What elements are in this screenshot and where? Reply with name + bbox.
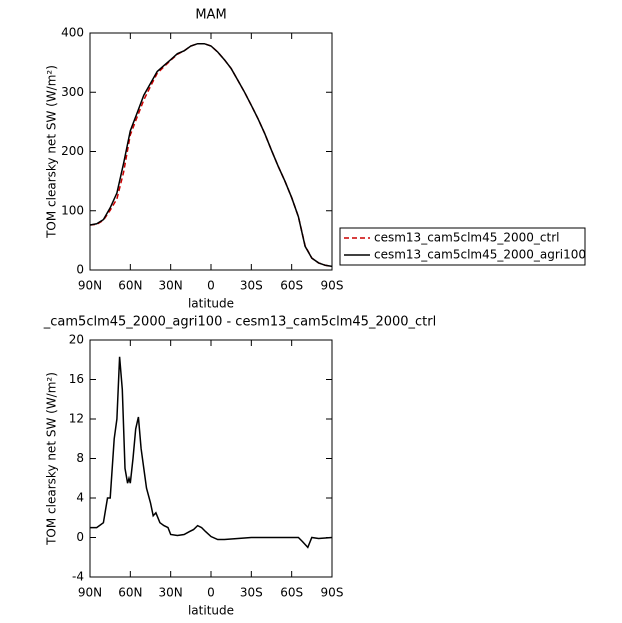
y-tick-label: 100 (61, 203, 84, 217)
x-tick-label: 30S (240, 279, 263, 293)
x-tick-label: 60N (118, 279, 142, 293)
plot-frame (89, 32, 333, 271)
x-axis-label: latitude (188, 297, 234, 311)
y-tick-label: 4 (76, 491, 84, 505)
y-tick-label: 0 (76, 263, 84, 277)
series-line (89, 42, 333, 268)
y-tick-label: -4 (72, 570, 84, 584)
chart-title: MAM (195, 8, 226, 23)
y-tick-label: 200 (61, 144, 84, 158)
x-tick-label: 0 (207, 279, 215, 293)
x-tick-label: 90N (78, 586, 102, 600)
y-tick-label: 0 (76, 530, 84, 544)
x-axis-label: latitude (188, 604, 234, 618)
y-tick-label: 400 (61, 26, 84, 40)
series-line (89, 42, 333, 268)
x-tick-label: 60S (280, 279, 303, 293)
x-tick-label: 60S (280, 586, 303, 600)
x-tick-label: 60N (118, 586, 142, 600)
y-tick-label: 20 (69, 333, 84, 347)
x-tick-label: 30N (159, 586, 183, 600)
x-tick-label: 30N (159, 279, 183, 293)
y-axis-label: TOM clearsky net SW (W/m²) (45, 65, 59, 239)
y-tick-label: 8 (76, 451, 84, 465)
x-tick-label: 90S (321, 279, 344, 293)
legend-box (339, 227, 586, 266)
x-tick-label: 0 (207, 586, 215, 600)
y-axis-label: TOM clearsky net SW (W/m²) (45, 372, 59, 546)
y-tick-label: 300 (61, 85, 84, 99)
legend-label: cesm13_cam5clm45_2000_ctrl (374, 231, 559, 245)
plot-frame (89, 339, 333, 578)
y-tick-label: 12 (69, 412, 84, 426)
x-tick-label: 90S (321, 586, 344, 600)
x-tick-label: 30S (240, 586, 263, 600)
chart-title: _cam5clm45_2000_agri100 - cesm13_cam5clm… (43, 315, 436, 330)
x-tick-label: 90N (78, 279, 102, 293)
legend-label: cesm13_cam5clm45_2000_agri100 (374, 248, 586, 262)
y-tick-label: 16 (69, 372, 84, 386)
series-line (90, 356, 333, 549)
